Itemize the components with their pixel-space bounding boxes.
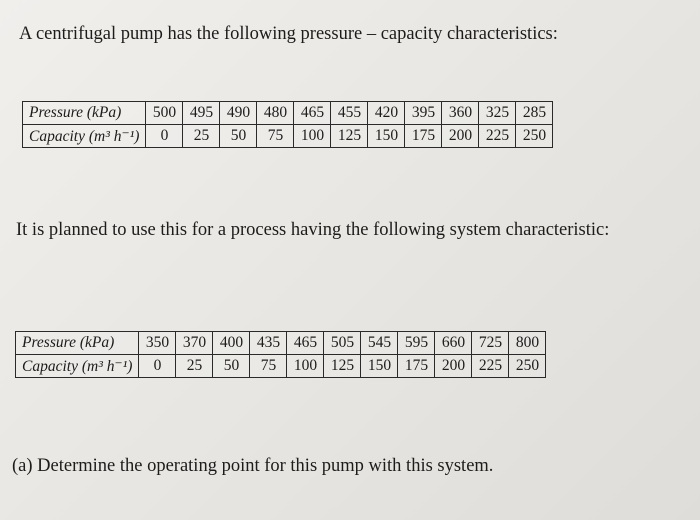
capacity-cell: 150	[367, 124, 406, 148]
pressure-cell: 370	[175, 331, 214, 355]
pressure-row-label: Pressure (kPa)	[21, 101, 147, 125]
pressure-cell: 660	[434, 331, 473, 355]
pressure-cell: 400	[212, 331, 251, 355]
capacity-cell: 50	[212, 354, 251, 378]
capacity-cell: 75	[256, 124, 295, 148]
capacity-row-label: Capacity (m³ h⁻¹)	[21, 124, 147, 148]
pressure-cell: 420	[367, 101, 406, 125]
capacity-cell: 50	[219, 124, 258, 148]
capacity-cell: 200	[441, 124, 480, 148]
capacity-cell: 250	[508, 354, 547, 378]
capacity-cell: 125	[330, 124, 369, 148]
pressure-cell: 395	[404, 101, 443, 125]
pressure-row-label: Pressure (kPa)	[14, 331, 140, 355]
capacity-cell: 250	[515, 124, 554, 148]
table-row: Capacity (m³ h⁻¹) 0 25 50 75 100 125 150…	[21, 124, 554, 148]
capacity-cell: 175	[397, 354, 436, 378]
pressure-cell: 465	[286, 331, 325, 355]
capacity-cell: 225	[478, 124, 517, 148]
pressure-cell: 505	[323, 331, 362, 355]
pressure-cell: 500	[145, 101, 184, 125]
pump-characteristics-table: Pressure (kPa) 500 495 490 480 465 455 4…	[21, 101, 554, 148]
pressure-cell: 490	[219, 101, 258, 125]
problem-title: A centrifugal pump has the following pre…	[19, 24, 558, 44]
question-a: (a) Determine the operating point for th…	[12, 456, 494, 476]
capacity-cell: 0	[138, 354, 177, 378]
pressure-cell: 465	[293, 101, 332, 125]
pressure-cell: 800	[508, 331, 547, 355]
pressure-cell: 725	[471, 331, 510, 355]
capacity-cell: 150	[360, 354, 399, 378]
capacity-cell: 100	[293, 124, 332, 148]
pressure-cell: 360	[441, 101, 480, 125]
pressure-cell: 350	[138, 331, 177, 355]
capacity-cell: 25	[182, 124, 221, 148]
capacity-cell: 225	[471, 354, 510, 378]
pressure-cell: 495	[182, 101, 221, 125]
table-row: Pressure (kPa) 350 370 400 435 465 505 5…	[14, 331, 547, 355]
capacity-cell: 100	[286, 354, 325, 378]
system-characteristics-table: Pressure (kPa) 350 370 400 435 465 505 5…	[14, 331, 547, 378]
capacity-cell: 125	[323, 354, 362, 378]
pressure-cell: 455	[330, 101, 369, 125]
pressure-cell: 545	[360, 331, 399, 355]
capacity-cell: 0	[145, 124, 184, 148]
capacity-row-label: Capacity (m³ h⁻¹)	[14, 354, 140, 378]
table-row: Pressure (kPa) 500 495 490 480 465 455 4…	[21, 101, 554, 125]
pressure-cell: 595	[397, 331, 436, 355]
capacity-cell: 175	[404, 124, 443, 148]
table-row: Capacity (m³ h⁻¹) 0 25 50 75 100 125 150…	[14, 354, 547, 378]
pressure-cell: 480	[256, 101, 295, 125]
system-intro-paragraph: It is planned to use this for a process …	[16, 220, 610, 240]
capacity-cell: 25	[175, 354, 214, 378]
pressure-cell: 285	[515, 101, 554, 125]
pressure-cell: 325	[478, 101, 517, 125]
pressure-cell: 435	[249, 331, 288, 355]
capacity-cell: 75	[249, 354, 288, 378]
capacity-cell: 200	[434, 354, 473, 378]
